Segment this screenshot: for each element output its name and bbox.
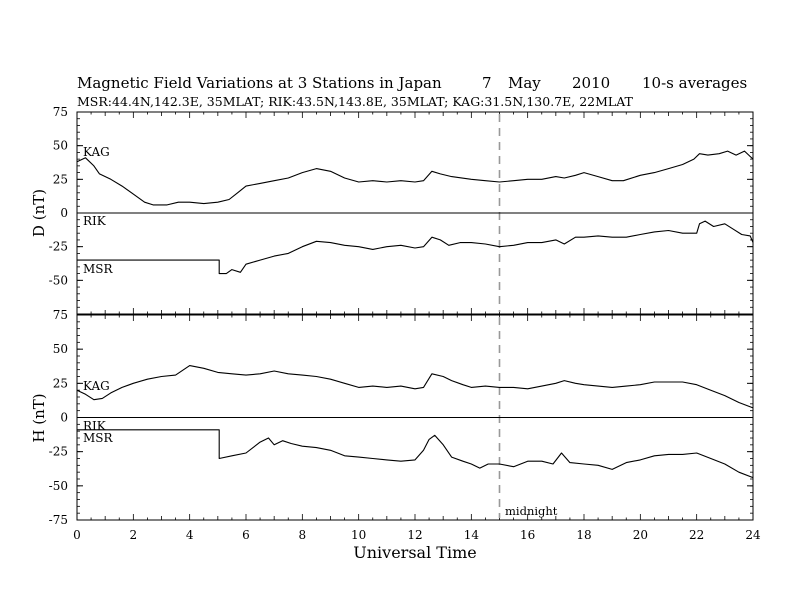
x-tick-label: 6 [242,528,250,542]
chart-title: Magnetic Field Variations at 3 Stations … [77,74,442,92]
x-axis-label: Universal Time [353,543,476,562]
series-kag-line [76,365,754,409]
chart-panels: 75 50 25 0 -25 -50 KAG RIK MSR 75 50 25 0 -25 -50 -75 0 2… [49,105,761,542]
y-tick-label: 25 [53,172,68,186]
y-tick-label: 25 [53,376,68,390]
y-tick-label: 75 [53,105,68,119]
y-tick-label: 50 [53,139,68,153]
x-tick-label: 14 [464,528,480,542]
series-rik-label: RIK [83,214,107,228]
x-tick-label: 12 [407,528,422,542]
x-tick-label: 0 [73,528,81,542]
series-kag-line [76,150,754,206]
chart-day: 7 [482,74,492,92]
panel-d: 75 50 25 0 -25 -50 KAG RIK MSR [49,105,754,315]
y-tick-label: -50 [49,479,68,493]
y-tick-label: -50 [49,273,68,287]
chart-subtitle-stations: MSR:44.4N,142.3E, 35MLAT; RIK:43.5N,143.… [77,94,634,109]
x-tick-label: 22 [689,528,704,542]
y-tick-label: 0 [60,411,68,425]
series-kag-label: KAG [83,379,110,393]
x-tick-label: 16 [520,528,535,542]
series-msr-label: MSR [83,431,114,445]
x-tick-label: 10 [351,528,366,542]
series-kag-label: KAG [83,145,110,159]
chart-month: May [508,74,541,92]
series-msr-line [77,429,754,479]
y-tick-label: -25 [49,445,68,459]
y-tick-label: 0 [60,206,68,220]
chart-year: 2010 [572,74,610,92]
series-msr-line [77,220,754,275]
midnight-annotation: midnight [505,504,558,518]
series-msr-label: MSR [83,262,114,276]
y-tick-label: 75 [53,308,68,322]
x-tick-label: 8 [299,528,307,542]
chart-averaging: 10-s averages [642,74,747,92]
x-tick-label: 18 [576,528,591,542]
panel-h-ylabel: H (nT) [30,393,48,442]
x-tick-label: 2 [130,528,138,542]
y-tick-label: -75 [49,513,68,527]
y-tick-label: 50 [53,342,68,356]
x-tick-label: 24 [745,528,761,542]
y-tick-label: -25 [49,240,68,254]
x-tick-label: 4 [186,528,194,542]
panel-d-ylabel: D (nT) [30,189,48,237]
x-tick-label: 20 [633,528,648,542]
